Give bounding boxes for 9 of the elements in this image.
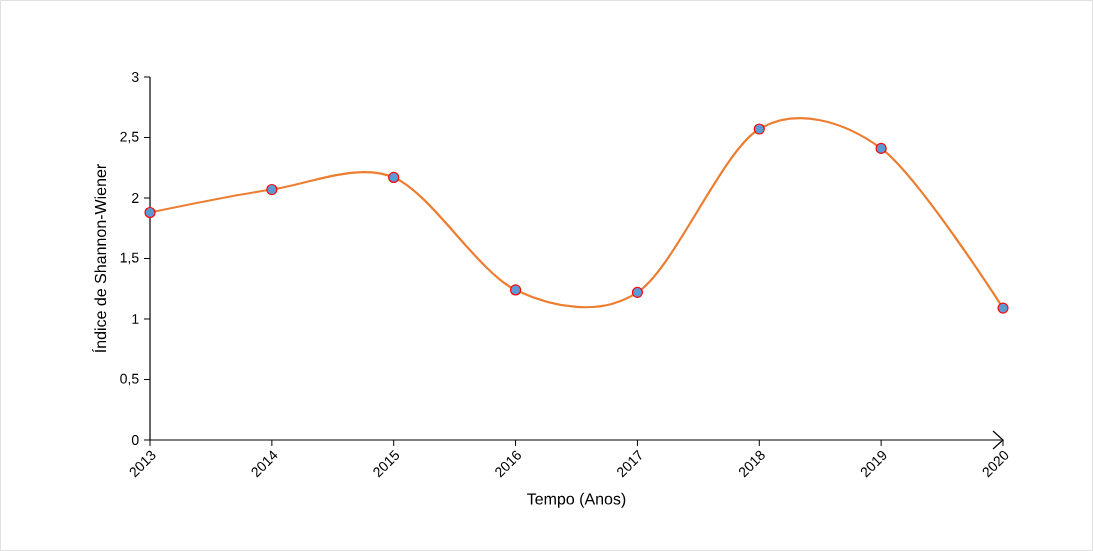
y-axis-title: Índice de Shannon-Wiener (92, 164, 107, 353)
y-tick-label: 0 (131, 435, 139, 445)
y-tick-label: 1 (132, 314, 139, 324)
y-tick-label: 3 (131, 72, 139, 82)
y-tick-label: 2,5 (120, 131, 139, 144)
y-tick-label: 1,5 (120, 252, 139, 265)
y-tick-label: 0,5 (120, 373, 139, 386)
x-axis-title: Tempo (Anos) (527, 492, 626, 508)
y-tick-label: 2 (132, 193, 139, 203)
